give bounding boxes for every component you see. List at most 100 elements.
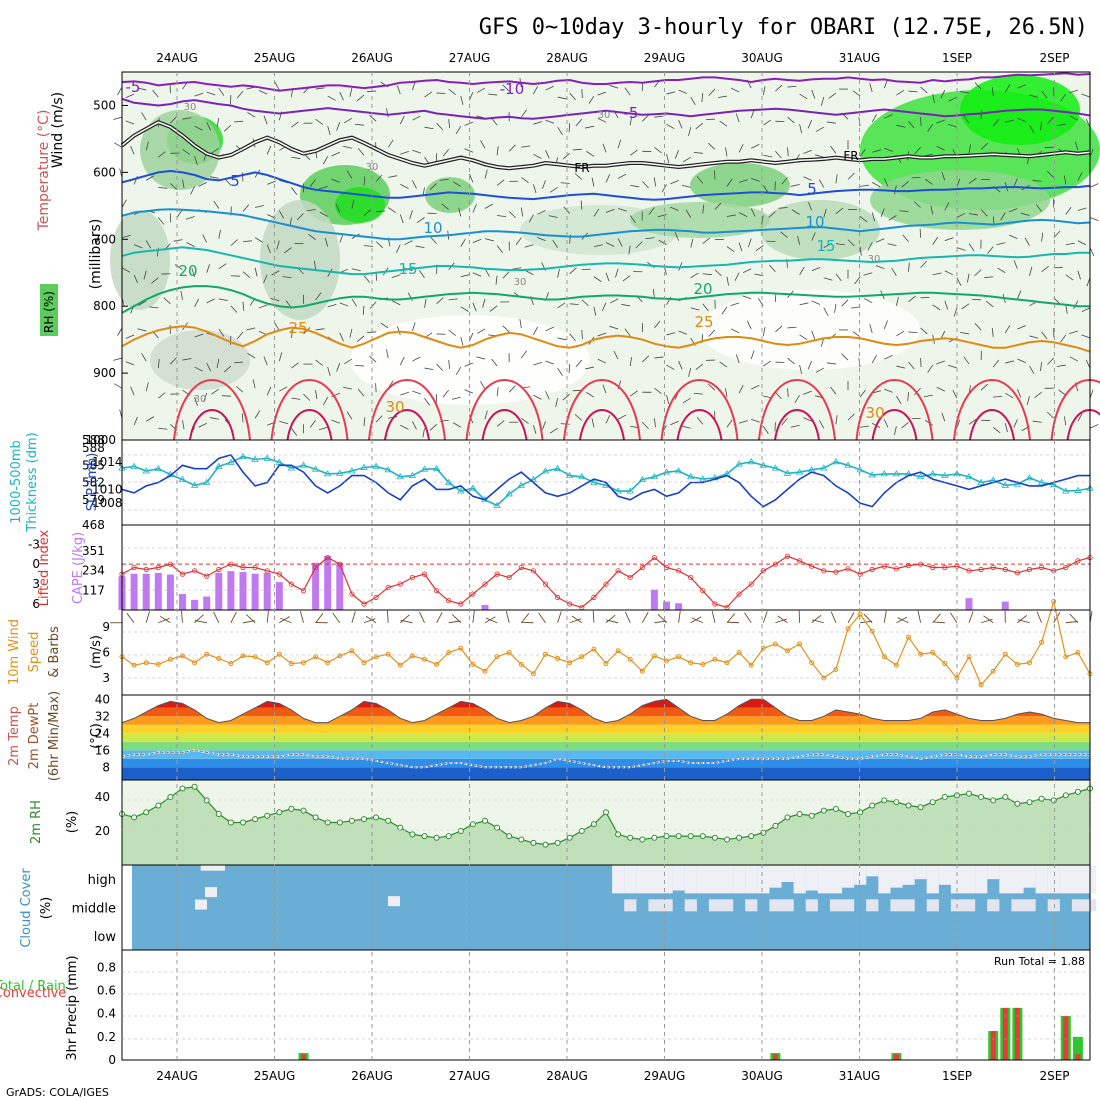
lifted-index-point [663,564,670,571]
wind-barb [1081,334,1091,339]
wind-barb [726,613,736,624]
wind-barb [339,91,344,101]
thickness-point [856,466,864,473]
wind-barb [949,612,958,623]
wind-barb [815,126,824,132]
rh-point [143,809,150,816]
lifted-index-point [1014,570,1021,576]
wind-barb [799,334,808,341]
wind-barb [407,292,413,302]
wind-barb [936,119,945,124]
wind-barb [666,332,676,336]
wind-barb [357,148,365,156]
temperature-tick-label: 32 [95,709,110,723]
wind-barb [871,212,876,222]
wind-speed-point [361,660,367,666]
wind-barb [781,418,788,426]
lifted-index-point [881,563,887,569]
wind-speed-point [579,654,585,660]
cloud-gap [745,865,758,894]
wind-speed-point [228,661,234,667]
rh-point [881,797,888,804]
lifted-index-point [688,574,694,581]
cloud-gap [842,865,855,888]
wind-barb [775,151,782,159]
wind-barb [1069,115,1079,121]
rh-shading-area [870,170,1050,230]
cloud-gap [624,899,637,912]
lifted-index-point [1002,566,1008,573]
wind-barb [871,114,877,123]
wind-barb [953,307,958,317]
wind-barb [575,118,583,127]
wind-barb [569,333,576,342]
wind-barb [343,386,352,390]
wind-barb [605,242,615,247]
wind-barb [794,394,800,404]
wind-unit-label: (m/s) [89,635,104,669]
wind-barb [629,149,638,156]
rh-shading-area [110,210,170,310]
wind-barb [388,175,398,178]
wind-barb [1081,93,1091,98]
wind-barb [354,123,365,126]
cloud-gap [1023,899,1036,912]
wind-barb [412,322,416,332]
wind-barb [276,240,280,250]
wind-speed-point [264,660,270,666]
pressure-tick-label: 1000 [85,433,116,447]
wind-barb [763,119,771,126]
wind-barb [968,213,978,216]
thickness-point [820,464,828,471]
wind-barb [194,366,203,372]
wind-barb [593,208,600,217]
wind-barb [624,611,631,623]
cape-bar [191,599,199,610]
wind-barb [941,171,946,181]
cloud-gap [1035,865,1048,894]
cloud-gap [963,899,976,912]
wind-barb [1089,247,1095,256]
lifted-index-point [252,564,258,571]
wind-barb [826,121,836,124]
wind-barb [399,356,405,366]
wind-barb [400,619,413,624]
date-label-top: 1SEP [942,51,972,65]
wind-barb [657,214,667,218]
wind-barb [496,245,503,253]
pressure-tick-label: 900 [93,366,116,380]
date-label-top: 26AUG [351,51,393,65]
wind-barb [436,122,444,131]
cloud-gap [648,899,661,912]
wind-barb [521,145,531,148]
wind-barb [718,95,728,99]
wind-barb [847,413,855,421]
cloud-gap [817,865,830,894]
cloud-gap [1071,899,1085,912]
wind-barb [542,421,546,430]
wind-barb [436,297,444,305]
isotherm-line [563,379,641,441]
lifted-index-point [603,581,609,587]
thickness-point [227,458,235,465]
wind-barb [174,264,183,271]
isotherm-label: 15 [398,260,417,278]
wind-barb [762,426,769,434]
cloud-gap [660,865,673,894]
wind-barb [1029,335,1039,339]
wind-barb [319,211,328,217]
wind-barb [1063,175,1067,185]
wind-barb [617,414,627,420]
wind-barb [419,270,425,278]
wind-barb [1029,365,1035,375]
wind-barb [872,390,881,394]
wind-barb [1065,274,1074,281]
wind-barb [751,143,760,149]
wind-barb [1063,416,1067,426]
freezing-level-line [121,121,1091,170]
wind-speed-point [518,661,524,667]
wind-barb [230,611,237,623]
rh-point [1074,788,1081,795]
cloud-gap [902,865,915,885]
wind-barb [194,397,198,406]
